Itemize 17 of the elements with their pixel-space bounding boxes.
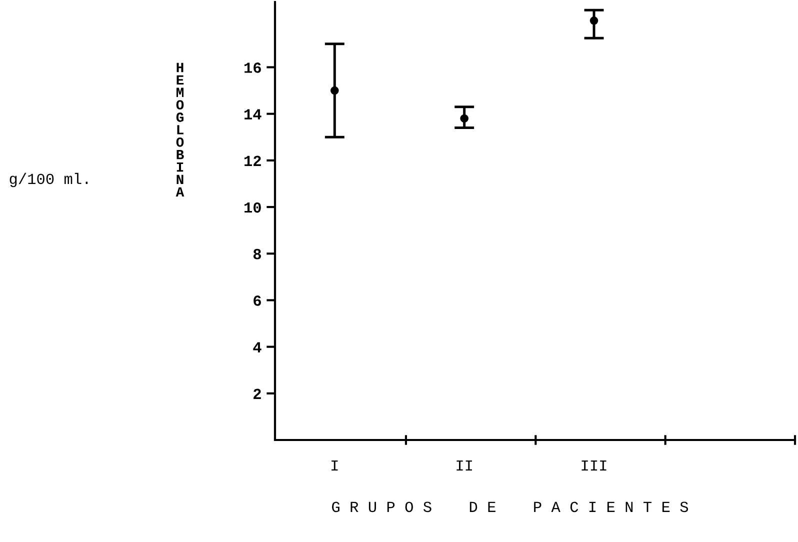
x-tick-label: II: [456, 460, 472, 471]
y-tick-label: 4: [253, 342, 262, 352]
point: [330, 86, 339, 95]
text: HEMOGLOBINA: [176, 62, 184, 197]
x-tick-label: III: [582, 460, 606, 471]
point: [460, 114, 468, 123]
y-tick-label: 12: [244, 156, 261, 166]
text: g/100 ml.: [10, 172, 88, 188]
x-tick-label: I: [332, 460, 338, 471]
y-tick-label: 10: [244, 202, 261, 213]
y-tick-label: 14: [244, 109, 262, 120]
y-tick-label: 2: [254, 388, 261, 399]
point: [590, 16, 598, 25]
y-tick-label: 8: [253, 248, 261, 260]
y-tick-label: 16: [244, 62, 261, 73]
x-axis-title: G R U P O S D E P A C I E N T E S: [332, 502, 688, 512]
y-tick-label: 6: [254, 296, 261, 306]
